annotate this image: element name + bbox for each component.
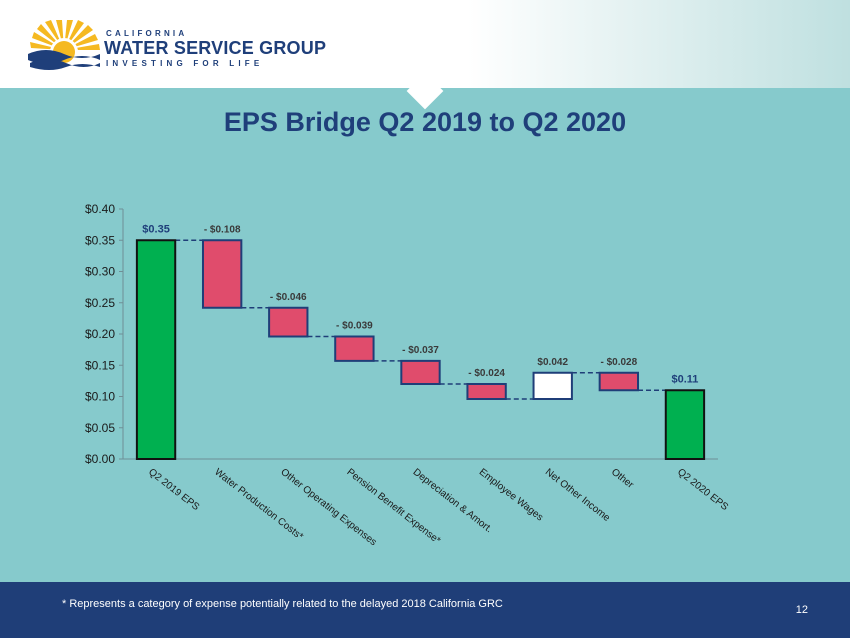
bar-decrease bbox=[466, 383, 507, 400]
logo-tagline: INVESTING FOR LIFE bbox=[106, 59, 264, 68]
bar-increase bbox=[532, 371, 573, 400]
y-tick-label: $0.35 bbox=[85, 233, 115, 247]
y-tick-label: $0.30 bbox=[85, 265, 115, 279]
bar-decrease bbox=[334, 335, 375, 362]
data-label: $0.11 bbox=[671, 373, 698, 385]
logo-company-name: WATER SERVICE GROUP bbox=[104, 38, 327, 58]
y-tick-label: $0.00 bbox=[85, 452, 115, 466]
bar-decrease bbox=[598, 371, 640, 392]
y-tick-label: $0.15 bbox=[85, 358, 115, 372]
data-label: - $0.108 bbox=[204, 224, 241, 235]
y-tick-label: $0.25 bbox=[85, 296, 115, 310]
x-tick-label: Q2 2020 EPS bbox=[675, 467, 730, 514]
x-tick-label: Net Other Income bbox=[543, 467, 612, 525]
data-label: $0.042 bbox=[537, 357, 568, 368]
bar-decrease bbox=[400, 359, 441, 385]
x-tick-label: Other bbox=[609, 467, 636, 491]
footer-bar: * Represents a category of expense poten… bbox=[0, 582, 850, 638]
bar-decrease bbox=[201, 239, 243, 309]
y-tick-label: $0.20 bbox=[85, 327, 115, 341]
data-label: - $0.039 bbox=[336, 321, 373, 332]
sun-wave-logo-icon bbox=[28, 20, 100, 70]
data-label: $0.35 bbox=[142, 223, 170, 235]
bar-total bbox=[664, 389, 706, 460]
y-tick-label: $0.40 bbox=[85, 202, 115, 216]
data-label: - $0.028 bbox=[600, 357, 637, 368]
bar-total bbox=[135, 239, 177, 460]
y-tick-label: $0.05 bbox=[85, 421, 115, 435]
logo-california-text: CALIFORNIA bbox=[106, 29, 188, 38]
data-label: - $0.046 bbox=[270, 292, 307, 303]
y-tick-label: $0.10 bbox=[85, 390, 115, 404]
page-number: 12 bbox=[795, 604, 808, 616]
x-tick-label: Q2 2019 EPS bbox=[146, 467, 201, 514]
data-label: - $0.037 bbox=[402, 345, 439, 356]
chart-title: EPS Bridge Q2 2019 to Q2 2020 bbox=[223, 107, 627, 137]
bar-decrease bbox=[268, 306, 309, 338]
waterfall-chart: $0.00 $0.05 $0.10 $0.15 $0.20 $0.25 $0.30 $0.35… bbox=[85, 202, 730, 548]
x-tick-label: Employee Wages bbox=[477, 467, 545, 524]
footnote: * Represents a category of expense poten… bbox=[62, 598, 503, 610]
data-label: - $0.024 bbox=[468, 368, 505, 379]
